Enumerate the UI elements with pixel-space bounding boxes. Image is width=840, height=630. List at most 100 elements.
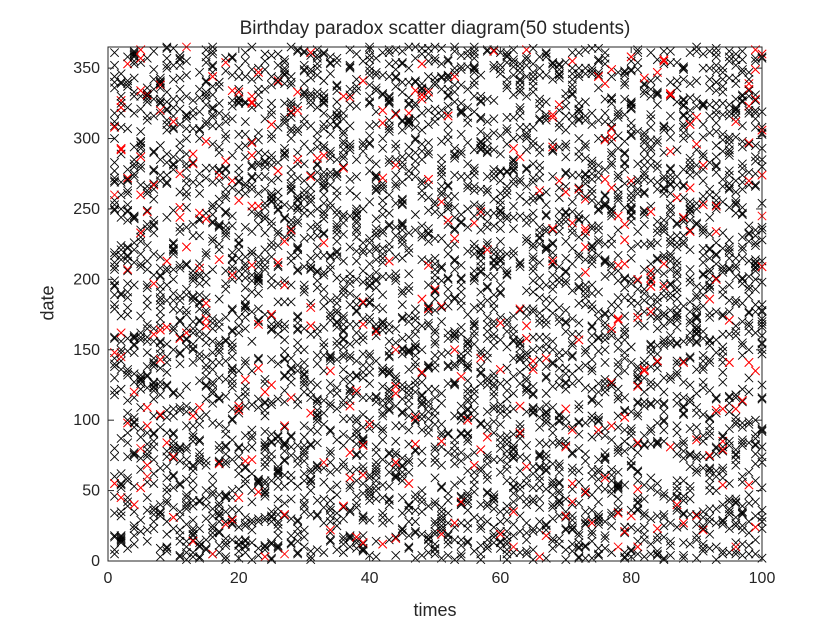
- scatter-point: [672, 339, 682, 349]
- scatter-point: [175, 212, 185, 222]
- scatter-point: [417, 155, 427, 165]
- scatter-point: [175, 315, 185, 325]
- scatter-point: [188, 95, 198, 106]
- scatter-point: [522, 164, 532, 175]
- scatter-point: [142, 362, 152, 372]
- scatter-point: [168, 117, 178, 127]
- scatter-point: [718, 342, 728, 352]
- scatter-point: [234, 238, 244, 248]
- scatter-point: [456, 172, 466, 182]
- scatter-point: [502, 377, 512, 387]
- scatter-point: [195, 448, 205, 458]
- scatter-point: [613, 494, 623, 504]
- scatter-point: [280, 335, 290, 345]
- scatter-point: [365, 62, 375, 72]
- scatter-point: [378, 435, 388, 445]
- scatter-point: [136, 86, 146, 96]
- scatter-point: [181, 187, 191, 197]
- scatter-point: [561, 512, 571, 522]
- scatter-point: [162, 97, 172, 107]
- scatter-point: [515, 452, 525, 462]
- scatter-point: [378, 317, 388, 327]
- scatter-point: [116, 103, 126, 113]
- scatter-point: [175, 263, 185, 273]
- scatter-point: [417, 108, 427, 118]
- scatter-point: [528, 136, 538, 146]
- scatter-point: [685, 264, 695, 275]
- scatter-point: [724, 235, 734, 245]
- scatter-point: [227, 504, 237, 514]
- scatter-point: [273, 531, 283, 541]
- scatter-point: [299, 387, 309, 397]
- scatter-point: [280, 214, 290, 224]
- scatter-point: [646, 114, 656, 124]
- scatter-point: [528, 555, 538, 565]
- scatter-point: [365, 98, 375, 108]
- scatter-point: [293, 400, 303, 410]
- scatter-point: [646, 400, 656, 410]
- scatter-point: [149, 455, 159, 465]
- scatter-point: [110, 491, 120, 501]
- scatter-point: [482, 281, 492, 291]
- scatter-point: [142, 294, 152, 304]
- scatter-point: [744, 308, 754, 318]
- scatter-point: [456, 274, 466, 284]
- scatter-point: [391, 436, 401, 446]
- scatter-point: [672, 428, 682, 438]
- scatter-point: [417, 446, 427, 456]
- scatter-point: [626, 217, 636, 227]
- scatter-point: [718, 367, 728, 377]
- scatter-point: [325, 129, 335, 139]
- scatter-point: [515, 191, 525, 201]
- scatter-point: [181, 56, 191, 66]
- scatter-point: [149, 180, 159, 190]
- scatter-point: [718, 480, 728, 490]
- scatter-point: [652, 224, 662, 234]
- scatter-point: [397, 345, 407, 355]
- scatter-point: [365, 419, 375, 429]
- scatter-point: [142, 207, 152, 217]
- scatter-point: [502, 410, 512, 420]
- scatter-point: [319, 366, 329, 376]
- scatter-point: [554, 100, 564, 110]
- scatter-point: [541, 449, 551, 459]
- scatter-point: [554, 69, 564, 79]
- scatter-point: [665, 494, 675, 504]
- scatter-point: [639, 187, 649, 197]
- scatter-point: [672, 486, 682, 496]
- scatter-point: [437, 153, 447, 163]
- scatter-point: [404, 386, 414, 396]
- scatter-point: [319, 183, 329, 193]
- scatter-point: [181, 260, 191, 270]
- scatter-point: [345, 473, 355, 483]
- scatter-point: [437, 303, 447, 313]
- scatter-point: [358, 373, 368, 383]
- scatter-point: [593, 134, 604, 144]
- scatter-point: [423, 105, 433, 115]
- scatter-point: [162, 498, 172, 508]
- scatter-point: [195, 179, 205, 189]
- scatter-point: [175, 536, 185, 546]
- scatter-point: [325, 69, 335, 79]
- scatter-point: [168, 94, 178, 104]
- scatter-point: [371, 331, 381, 341]
- scatter-point: [692, 422, 702, 432]
- scatter-point: [149, 386, 159, 396]
- scatter-point: [580, 456, 590, 466]
- scatter-point: [567, 379, 577, 389]
- scatter-point: [188, 421, 198, 431]
- scatter-point: [195, 290, 205, 300]
- scatter-point: [110, 300, 120, 310]
- scatter-point: [613, 502, 623, 513]
- scatter-point: [175, 169, 185, 179]
- scatter-point: [293, 264, 303, 275]
- scatter-point: [508, 224, 518, 234]
- scatter-point: [705, 336, 715, 346]
- scatter-point: [607, 65, 617, 75]
- scatter-point: [162, 462, 172, 472]
- scatter-point: [286, 363, 296, 373]
- scatter-point: [502, 464, 512, 474]
- scatter-point: [718, 329, 728, 339]
- scatter-point: [266, 380, 277, 390]
- scatter-point: [227, 374, 237, 384]
